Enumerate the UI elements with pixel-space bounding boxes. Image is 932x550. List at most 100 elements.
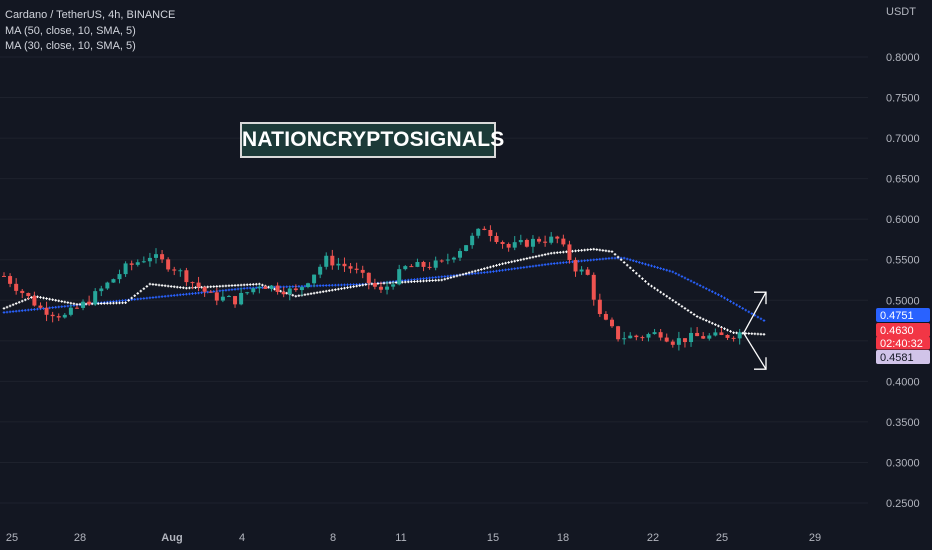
ma50-price-badge: 0.4751 xyxy=(876,308,930,322)
candle xyxy=(512,236,517,251)
candle-body xyxy=(312,274,317,284)
candle-body xyxy=(233,296,238,305)
price-tick-label: 0.8000 xyxy=(886,52,920,64)
candle xyxy=(549,232,554,245)
ma50-legend[interactable]: MA (50, close, 10, SMA, 5) xyxy=(5,25,136,37)
svg-text:0.4581: 0.4581 xyxy=(880,352,914,364)
candle xyxy=(154,248,158,264)
candle-body xyxy=(664,337,669,342)
candle xyxy=(123,261,128,277)
candle-body xyxy=(555,236,560,239)
candle-body xyxy=(415,262,420,267)
candle-body xyxy=(518,239,523,243)
projection-arrows xyxy=(743,291,767,370)
candle-body xyxy=(44,307,49,315)
price-tick-label: 0.5000 xyxy=(886,295,920,307)
candle xyxy=(293,284,298,292)
candle xyxy=(81,299,86,311)
candle-body xyxy=(318,266,323,275)
candle-body xyxy=(196,282,201,288)
time-tick-label: 8 xyxy=(330,532,336,544)
candle-body xyxy=(579,269,584,272)
symbol-title[interactable]: Cardano / TetherUS, 4h, BINANCE xyxy=(5,9,176,21)
time-tick-label: Aug xyxy=(161,532,182,544)
price-axis[interactable]: USDT 0.8000 0.7500 0.7000 0.6500 0.6000 0.5500… xyxy=(886,6,920,510)
time-axis[interactable]: 25 28 Aug 4 8 11 15 18 22 25 29 xyxy=(6,532,821,544)
candle xyxy=(664,333,669,343)
candle xyxy=(20,289,25,299)
candle xyxy=(324,252,329,270)
candle-body xyxy=(476,228,481,236)
candle-body xyxy=(719,332,724,335)
candle-body xyxy=(81,301,86,308)
candle-body xyxy=(62,314,67,318)
candle xyxy=(409,264,414,268)
price-tick-label: 0.4000 xyxy=(886,376,920,388)
candle xyxy=(530,235,535,253)
ma30-legend[interactable]: MA (30, close, 10, SMA, 5) xyxy=(5,40,136,52)
candle xyxy=(214,287,219,306)
candle xyxy=(56,313,61,322)
candle xyxy=(257,284,262,294)
candle-body xyxy=(14,283,19,291)
price-tick-label: 0.6000 xyxy=(886,214,920,226)
candle-body xyxy=(409,266,414,268)
candle-body xyxy=(543,241,548,243)
candle xyxy=(378,281,383,293)
candle-body xyxy=(610,319,614,327)
time-tick-label: 18 xyxy=(557,532,569,544)
candle xyxy=(269,284,274,292)
candle-body xyxy=(360,269,365,273)
candle xyxy=(421,260,426,272)
candle xyxy=(360,265,365,279)
candle-body xyxy=(129,263,134,265)
candle-body xyxy=(676,338,681,345)
candle xyxy=(415,258,420,268)
candle xyxy=(628,332,633,339)
candle xyxy=(458,248,462,261)
candle-body xyxy=(50,314,55,317)
ma50-line xyxy=(2,256,766,322)
candle xyxy=(2,272,6,277)
candle-body xyxy=(445,259,450,261)
candle xyxy=(190,281,195,290)
candle xyxy=(233,295,238,308)
candle xyxy=(208,290,213,293)
candle xyxy=(281,287,286,298)
time-tick-label: 4 xyxy=(239,532,245,544)
candle-body xyxy=(324,255,329,267)
candle-body xyxy=(458,251,462,258)
candle-body xyxy=(220,296,225,301)
candle-body xyxy=(287,288,292,295)
candle-body xyxy=(32,296,37,306)
candle-body xyxy=(433,260,438,268)
candle-body xyxy=(622,338,627,340)
candle xyxy=(391,281,396,290)
chart-grid xyxy=(0,56,868,504)
candle-body xyxy=(494,235,499,243)
candle-body xyxy=(597,299,602,315)
candle xyxy=(50,311,55,323)
time-tick-label: 28 xyxy=(74,532,86,544)
candle xyxy=(62,312,67,319)
candle-body xyxy=(154,254,158,258)
candle xyxy=(245,291,250,295)
candle-body xyxy=(537,238,542,242)
candle-body xyxy=(190,282,195,284)
candle xyxy=(275,282,280,295)
candle xyxy=(482,226,487,231)
candle xyxy=(8,273,13,288)
candle xyxy=(713,328,718,337)
candle xyxy=(573,257,578,277)
candle-body xyxy=(166,259,171,270)
candle-body xyxy=(470,235,475,246)
candle xyxy=(543,235,548,247)
candle xyxy=(299,286,304,296)
candle xyxy=(537,236,542,244)
svg-text:0.4630: 0.4630 xyxy=(880,325,914,337)
candle xyxy=(585,267,590,276)
candle-body xyxy=(99,288,104,292)
candle-body xyxy=(427,266,432,268)
